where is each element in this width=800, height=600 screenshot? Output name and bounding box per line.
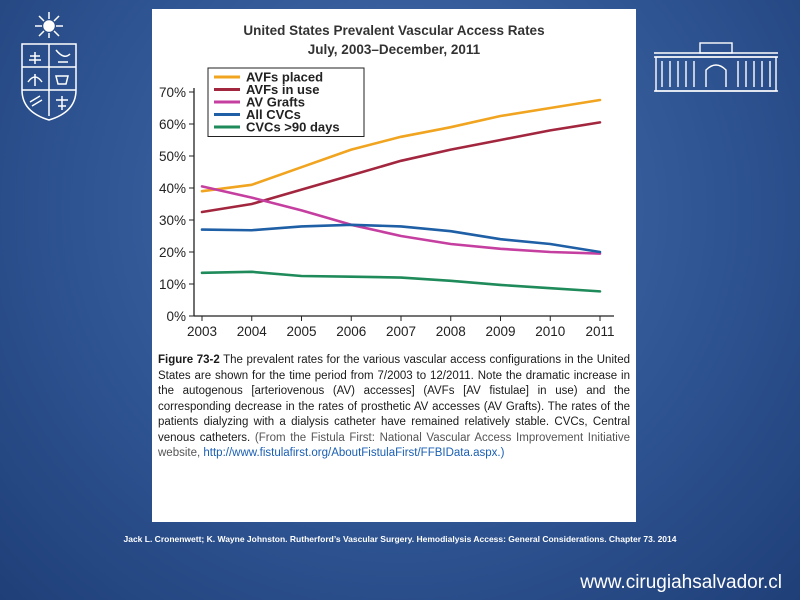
series-line-av-grafts bbox=[200, 185, 602, 255]
legend-label: AV Grafts bbox=[246, 95, 305, 110]
y-tick-label: 0% bbox=[166, 309, 186, 324]
y-tick-label: 40% bbox=[159, 181, 186, 196]
x-tick-label: 2006 bbox=[336, 324, 366, 339]
y-tick-label: 60% bbox=[159, 117, 186, 132]
x-tick-label: 2007 bbox=[386, 324, 416, 339]
y-tick-label: 10% bbox=[159, 277, 186, 292]
caption-url[interactable]: http://www.fistulafirst.org/AboutFistula… bbox=[203, 447, 505, 459]
university-crest-logo bbox=[21, 12, 77, 121]
figure-panel: United States Prevalent Vascular Access … bbox=[152, 9, 636, 522]
y-tick-label: 20% bbox=[159, 245, 186, 260]
reference-citation: Jack L. Cronenwett; K. Wayne Johnston. R… bbox=[123, 534, 677, 544]
series-line-avfs-in-use bbox=[200, 121, 602, 214]
figure-caption: Figure 73-2 The prevalent rates for the … bbox=[158, 353, 630, 462]
x-tick-label: 2009 bbox=[485, 324, 515, 339]
x-tick-label: 2003 bbox=[187, 324, 217, 339]
caption-source: (From the Fistula First: National Vascul… bbox=[158, 431, 630, 460]
x-tick-label: 2011 bbox=[585, 324, 614, 339]
y-tick-label: 70% bbox=[159, 85, 186, 100]
legend-label: All CVCs bbox=[246, 107, 301, 122]
legend-label: AVFs placed bbox=[246, 70, 323, 85]
caption-text: The prevalent rates for the various vasc… bbox=[158, 354, 630, 444]
chart-subtitle: July, 2003–December, 2011 bbox=[307, 42, 481, 57]
series-line-cvcs-90-days bbox=[200, 270, 602, 293]
hospital-building-logo bbox=[654, 42, 778, 92]
chart-title: United States Prevalent Vascular Access … bbox=[243, 23, 545, 38]
x-tick-label: 2005 bbox=[286, 324, 316, 339]
y-tick-label: 30% bbox=[159, 213, 186, 228]
figure-label: Figure 73-2 bbox=[158, 354, 220, 366]
series-line-avfs-placed bbox=[200, 98, 602, 193]
legend-label: CVCs >90 days bbox=[246, 120, 340, 135]
x-tick-label: 2010 bbox=[535, 324, 565, 339]
legend-label: AVFs in use bbox=[246, 82, 319, 97]
website-url[interactable]: www.cirugiahsalvador.cl bbox=[580, 572, 782, 593]
line-chart: 0% 10% 20% 30% 40% 50% 60% 70% 2003 2004 2005 2006 2… bbox=[159, 67, 615, 339]
y-tick-label: 50% bbox=[159, 149, 186, 164]
x-tick-label: 2004 bbox=[237, 324, 268, 339]
series-line-all-cvcs bbox=[200, 223, 602, 254]
x-tick-label: 2008 bbox=[436, 324, 466, 339]
